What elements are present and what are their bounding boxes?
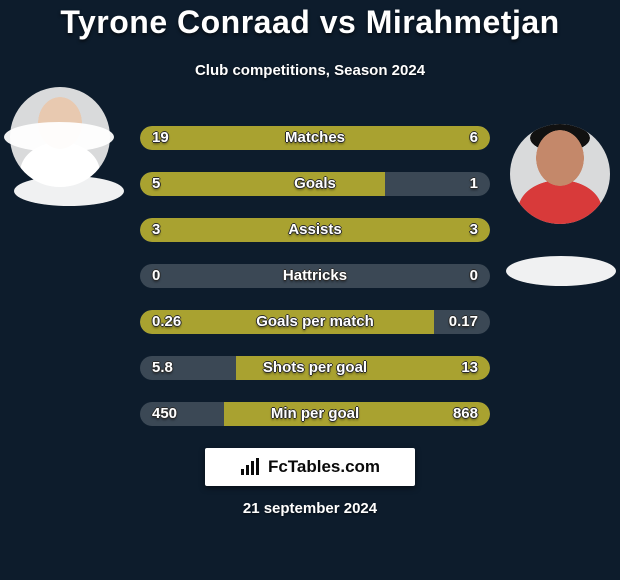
stat-row: 00Hattricks — [140, 264, 490, 288]
stat-row: 5.813Shots per goal — [140, 356, 490, 380]
brand-badge: FcTables.com — [205, 448, 415, 486]
title-vs: vs — [310, 4, 365, 40]
comparison-card: Tyrone Conraad vs Mirahmetjan Club compe… — [0, 0, 620, 580]
stat-row: 33Assists — [140, 218, 490, 242]
stat-row: 51Goals — [140, 172, 490, 196]
stat-row: 450868Min per goal — [140, 402, 490, 426]
avatar-right — [510, 124, 610, 224]
date-label: 21 september 2024 — [0, 500, 620, 517]
stats-bars: 196Matches 51Goals 33Assists 00Hattricks 0.2… — [140, 126, 490, 426]
subtitle: Club competitions, Season 2024 — [0, 62, 620, 79]
decoration-ellipse — [14, 176, 124, 206]
decoration-ellipse — [506, 256, 616, 286]
player-right-name: Mirahmetjan — [366, 4, 560, 40]
decoration-ellipse — [4, 122, 114, 152]
player-left-name: Tyrone Conraad — [60, 4, 310, 40]
stat-row: 0.260.17Goals per match — [140, 310, 490, 334]
chart-icon — [240, 458, 260, 476]
brand-text: FcTables.com — [268, 457, 380, 477]
stat-row: 196Matches — [140, 126, 490, 150]
page-title: Tyrone Conraad vs Mirahmetjan — [0, 4, 620, 41]
